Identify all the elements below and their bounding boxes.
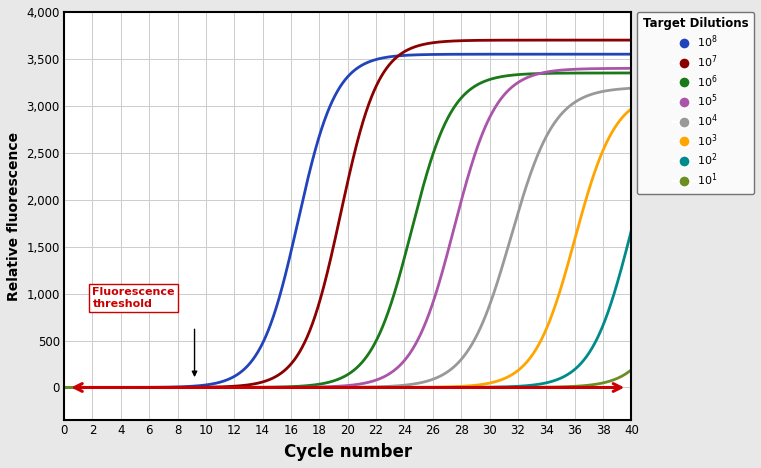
X-axis label: Cycle number: Cycle number xyxy=(284,443,412,461)
Text: Fluorescence
threshold: Fluorescence threshold xyxy=(92,287,175,309)
Y-axis label: Relative fluorescence: Relative fluorescence xyxy=(7,132,21,301)
Legend: 10$^8$, 10$^7$, 10$^6$, 10$^5$, 10$^4$, 10$^3$, 10$^2$, 10$^1$: 10$^8$, 10$^7$, 10$^6$, 10$^5$, 10$^4$, … xyxy=(637,12,754,194)
